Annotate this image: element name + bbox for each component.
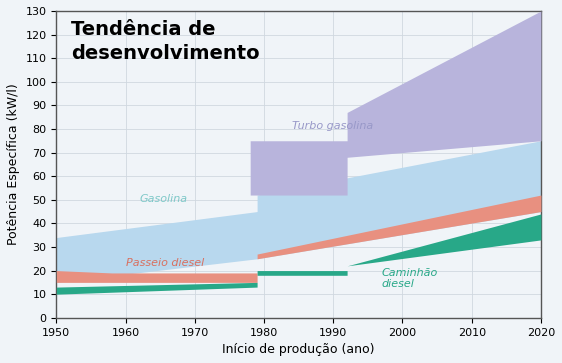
Y-axis label: Potência Específica (kW/l): Potência Específica (kW/l)	[7, 83, 20, 245]
Text: Gasolina: Gasolina	[139, 195, 188, 204]
Text: Tendência de
desenvolvimento: Tendência de desenvolvimento	[71, 20, 260, 63]
Text: Turbo gasolina: Turbo gasolina	[292, 121, 373, 131]
X-axis label: Início de produção (ano): Início de produção (ano)	[223, 343, 375, 356]
Text: Passeio diesel: Passeio diesel	[125, 258, 204, 268]
Text: Caminhão
diesel: Caminhão diesel	[382, 268, 438, 289]
